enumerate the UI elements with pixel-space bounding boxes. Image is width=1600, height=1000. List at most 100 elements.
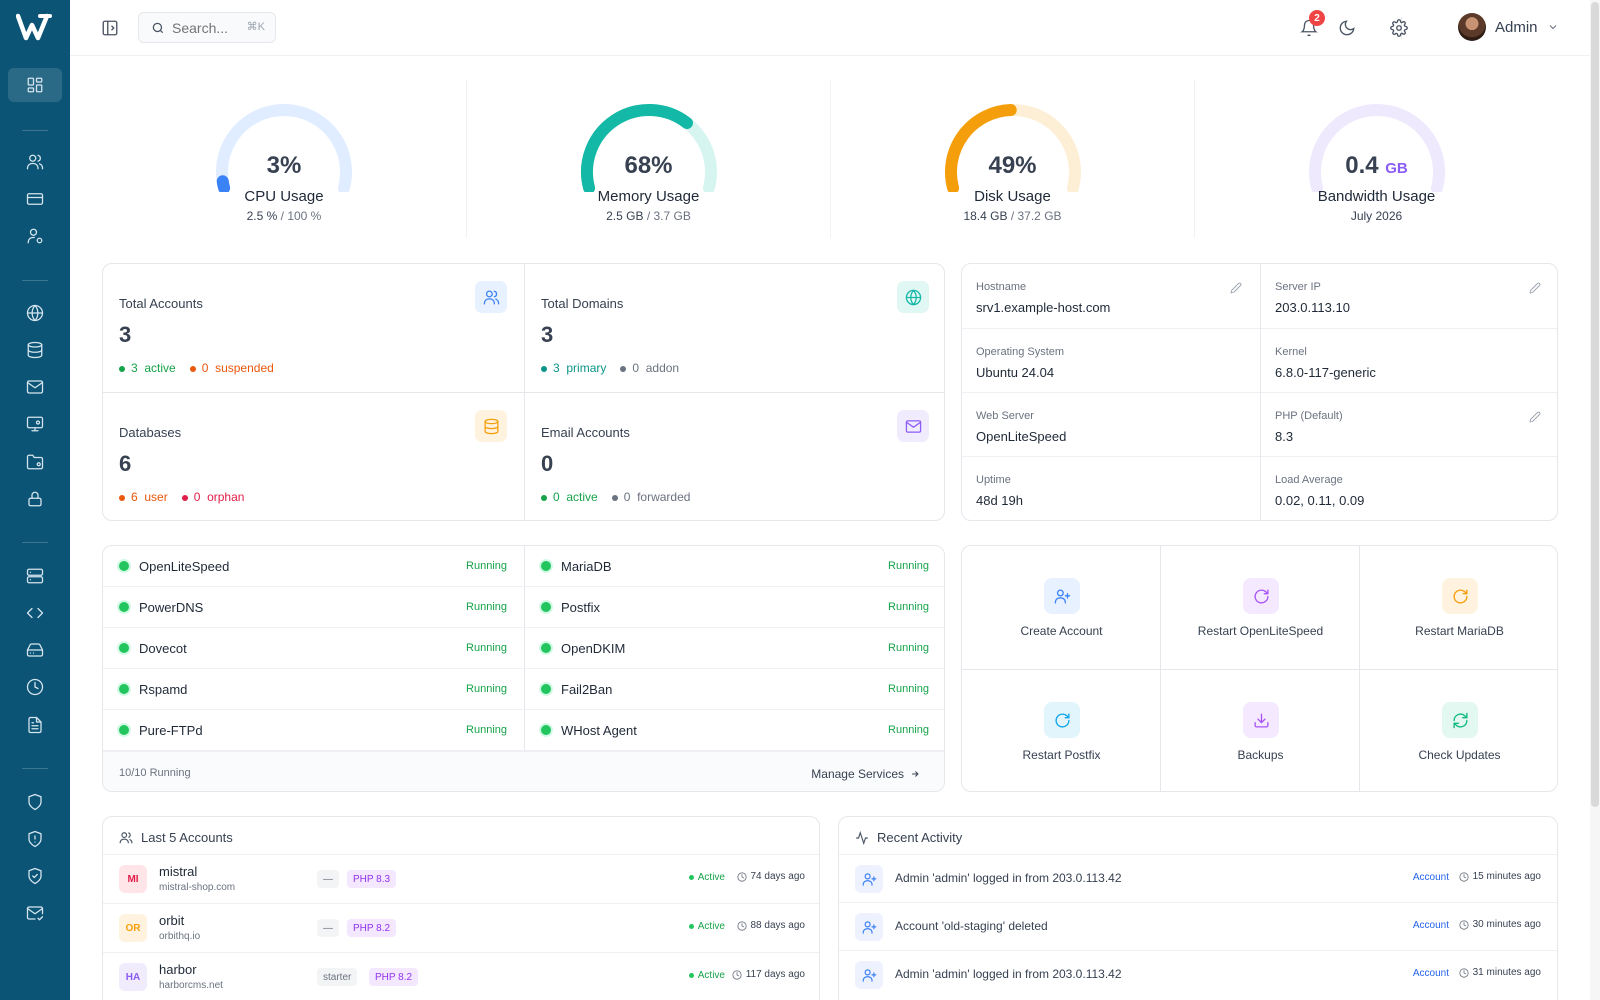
gauge-value: 0.4 GB — [1345, 152, 1408, 179]
stat-email-accounts[interactable]: Email Accounts 0 0 active 0 forwarded — [525, 393, 944, 520]
sidebar-item-lock[interactable] — [8, 482, 62, 516]
sidebar-item-file-text[interactable] — [8, 708, 62, 742]
user-name: Admin — [1495, 18, 1538, 36]
edit-button[interactable] — [1529, 282, 1541, 294]
stat-databases[interactable]: Databases 6 6 user 0 orphan — [103, 393, 523, 520]
service-row[interactable]: OpenDKIM Running — [525, 628, 944, 669]
service-status: Running — [888, 724, 929, 736]
server-info-card: Hostname srv1.example-host.com Server IP 20… — [961, 263, 1558, 521]
quick-action-restart-postfix[interactable]: Restart Postfix — [962, 670, 1161, 791]
gauge-label: Memory Usage — [597, 188, 700, 205]
php-badge: PHP 8.2 — [347, 919, 397, 937]
clock-icon — [26, 678, 44, 696]
file-text-icon — [28, 716, 42, 734]
sidebar-item-shield-check[interactable] — [8, 859, 62, 893]
plan-badge: starter — [317, 968, 358, 986]
quick-action-check-updates[interactable]: Check Updates — [1360, 670, 1557, 791]
quick-action-backups[interactable]: Backups — [1161, 670, 1360, 791]
stat-legend-item: 0 suspended — [189, 361, 274, 375]
activity-tag[interactable]: Account — [1412, 872, 1449, 883]
sidebar-item-mail-check[interactable] — [8, 896, 62, 930]
sidebar-item-globe[interactable] — [8, 296, 62, 330]
service-name: Pure-FTPd — [139, 722, 203, 738]
sidebar-item-mail[interactable] — [8, 370, 62, 404]
edit-button[interactable] — [1230, 282, 1242, 294]
table-row[interactable]: MI mistral mistral-shop.com — PHP 8.3 Active 7… — [103, 854, 819, 903]
quick-action-create-account[interactable]: Create Account — [962, 546, 1161, 669]
sidebar-item-server[interactable] — [8, 559, 62, 593]
service-row[interactable]: PowerDNS Running — [103, 587, 523, 628]
sidebar-item-code[interactable] — [8, 596, 62, 630]
search-box[interactable]: ⌘K — [138, 12, 276, 43]
sidebar-item-monitor[interactable] — [8, 407, 62, 441]
user-menu[interactable]: Admin — [1458, 13, 1559, 41]
info-operating-system: Operating System Ubuntu 24.04 — [962, 328, 1260, 392]
service-name: MariaDB — [561, 558, 612, 574]
sidebar-item-shield-alert[interactable] — [8, 822, 62, 856]
sidebar-item-shield[interactable] — [8, 785, 62, 819]
info-label: Operating System — [976, 346, 1065, 358]
info-kernel: Kernel 6.8.0-117-generic — [1261, 328, 1557, 392]
activity-tag[interactable]: Account — [1412, 920, 1449, 931]
gauge-cpu-usage: 3% CPU Usage 2.5 % / 100 % — [102, 80, 466, 238]
service-name: Rspamd — [139, 681, 188, 697]
service-row[interactable]: Fail2Ban Running — [525, 669, 944, 710]
quick-action-restart-openlitespeed[interactable]: Restart OpenLiteSpeed — [1161, 546, 1360, 669]
sidebar-divider — [22, 542, 48, 543]
server-icon — [26, 568, 44, 584]
info-value: 8.3 — [1275, 429, 1294, 444]
sidebar-item-user-gear[interactable] — [8, 219, 62, 253]
quick-action-icon-box — [1044, 702, 1080, 738]
scrollbar-thumb[interactable] — [1591, 2, 1599, 807]
sidebar-toggle-button[interactable] — [98, 16, 122, 40]
edit-button[interactable] — [1529, 411, 1541, 423]
activity-text: Admin 'admin' logged in from 203.0.113.4… — [895, 967, 1122, 981]
stat-legend: 3 primary 0 addon — [541, 361, 679, 375]
table-row[interactable]: OR orbit orbithq.io — PHP 8.2 Active 88 days a… — [103, 903, 819, 952]
info-uptime: Uptime 48d 19h — [962, 456, 1260, 520]
recent-activity-header: Recent Activity — [855, 830, 962, 845]
settings-button[interactable] — [1387, 16, 1411, 40]
service-row[interactable]: Pure-FTPd Running — [103, 710, 523, 751]
service-row[interactable]: MariaDB Running — [525, 546, 944, 587]
sidebar-item-dashboard[interactable] — [8, 68, 62, 102]
table-row[interactable]: HA harbor harborcms.net starter PHP 8.2 Activ… — [103, 952, 819, 1000]
info-label: Web Server — [976, 410, 1034, 422]
user-plus-icon — [862, 968, 876, 982]
sidebar-item-hard-drive[interactable] — [8, 633, 62, 667]
gauge-fill — [945, 104, 1017, 192]
service-row[interactable]: Postfix Running — [525, 587, 944, 628]
page-scrollbar[interactable] — [1590, 0, 1600, 1000]
sidebar-item-database[interactable] — [8, 333, 62, 367]
service-row[interactable]: WHost Agent Running — [525, 710, 944, 751]
service-status: Running — [466, 683, 507, 695]
sidebar-item-clock[interactable] — [8, 670, 62, 704]
service-status-dot — [541, 602, 551, 612]
shield-alert-icon — [28, 830, 42, 848]
notifications-button[interactable]: 2 — [1297, 10, 1325, 40]
service-status-dot — [119, 602, 129, 612]
manage-services-link[interactable]: Manage Services — [811, 767, 920, 781]
users-icon — [483, 289, 499, 305]
mail-icon — [905, 419, 921, 433]
logo[interactable] — [16, 12, 54, 42]
stat-total-domains[interactable]: Total Domains 3 3 primary 0 addon — [525, 264, 944, 392]
service-row[interactable]: Dovecot Running — [103, 628, 523, 669]
search-input[interactable] — [172, 19, 244, 36]
service-row[interactable]: Rspamd Running — [103, 669, 523, 710]
service-row[interactable]: OpenLiteSpeed Running — [103, 546, 523, 587]
sidebar-item-users[interactable] — [8, 145, 62, 179]
account-age: 88 days ago — [736, 920, 805, 931]
stat-total-accounts[interactable]: Total Accounts 3 3 active 0 suspended — [103, 264, 523, 392]
account-avatar: HA — [119, 963, 147, 991]
activity-tag[interactable]: Account — [1412, 968, 1449, 979]
account-domain: orbithq.io — [159, 931, 201, 942]
topbar: ⌘K 2 Admin — [70, 0, 1590, 56]
quick-action-restart-mariadb[interactable]: Restart MariaDB — [1360, 546, 1557, 669]
theme-toggle-button[interactable] — [1335, 16, 1359, 40]
info-value: Ubuntu 24.04 — [976, 365, 1055, 380]
sidebar-item-folder[interactable] — [8, 445, 62, 479]
avatar — [1458, 13, 1486, 41]
service-name: Postfix — [561, 599, 601, 615]
sidebar-item-credit-card[interactable] — [8, 182, 62, 216]
